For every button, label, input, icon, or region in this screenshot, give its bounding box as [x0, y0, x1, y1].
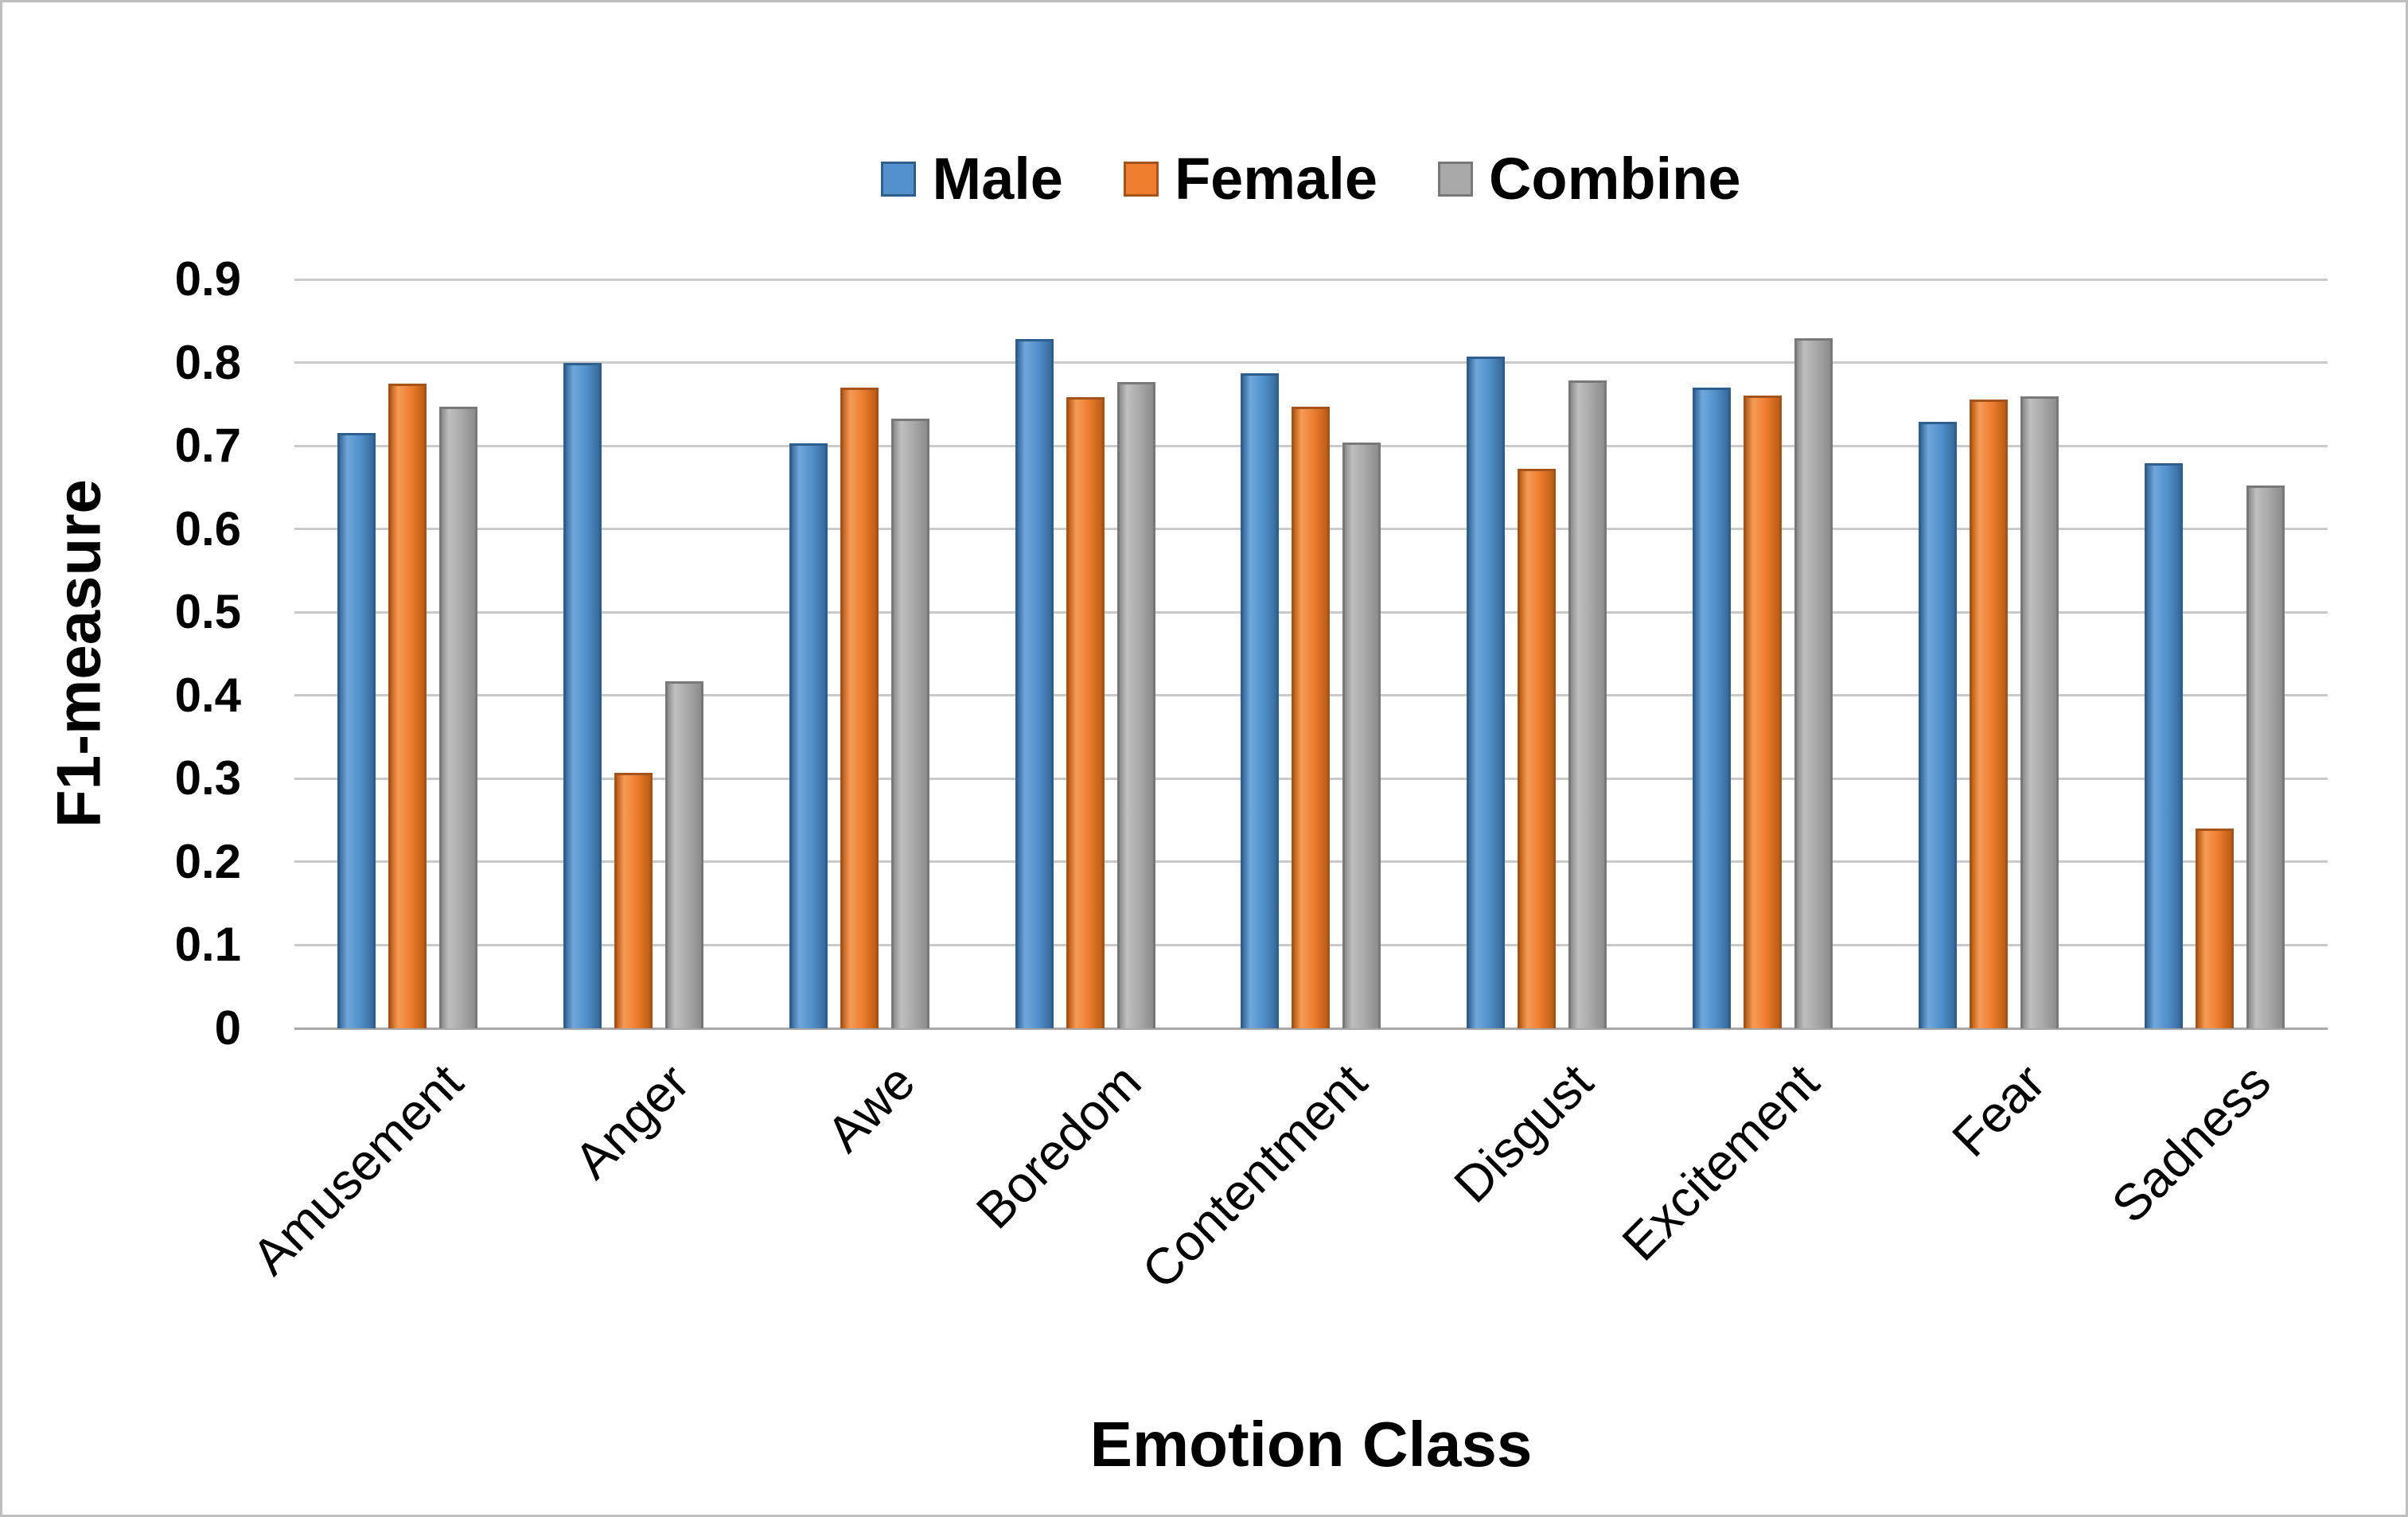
bar-combine-anger [664, 681, 703, 1028]
x-category-label-amusement: Amusement [241, 1052, 474, 1286]
bar-male-disgust [1467, 357, 1506, 1028]
y-tick-label: 0.8 [174, 335, 241, 389]
legend-item-female: Female [1123, 146, 1377, 212]
y-tick-label: 0.5 [174, 585, 241, 639]
bar-group-boredom [972, 279, 1198, 1028]
bar-combine-fear [2020, 396, 2059, 1028]
bar-combine-disgust [1568, 380, 1607, 1028]
y-tick-label: 0.2 [174, 834, 241, 888]
bar-male-fear [1919, 421, 1958, 1028]
legend-swatch-icon [1437, 162, 1473, 197]
x-category-label-sadness: Sadness [2100, 1052, 2281, 1234]
x-axis-title: Emotion Class [1089, 1409, 1533, 1480]
y-tick-label: 0.9 [174, 252, 241, 306]
bar-combine-excitement [1794, 338, 1833, 1028]
legend-label: Female [1174, 146, 1377, 212]
legend-label: Combine [1488, 146, 1741, 212]
bar-group-disgust [1424, 279, 1650, 1028]
bar-group-awe [746, 279, 972, 1028]
x-category-label-disgust: Disgust [1443, 1052, 1604, 1214]
legend-swatch-icon [881, 162, 917, 197]
bar-male-anger [563, 362, 602, 1028]
x-axis-line [294, 1027, 2328, 1030]
bar-group-sadness [2102, 279, 2328, 1028]
bar-male-excitement [1693, 387, 1732, 1028]
legend-swatch-icon [1123, 162, 1159, 197]
y-tick-label: 0.6 [174, 501, 241, 556]
gridline [294, 361, 2328, 365]
x-category-label-fear: Fear [1940, 1052, 2055, 1168]
bar-male-amusement [337, 433, 376, 1028]
y-tick-label: 0.1 [174, 918, 241, 972]
bar-female-anger [614, 773, 653, 1028]
y-tick-label: 0.4 [174, 668, 241, 722]
gridline [294, 278, 2328, 281]
legend-item-combine: Combine [1437, 146, 1741, 212]
bar-combine-boredom [1116, 381, 1155, 1028]
plot-area [294, 278, 2328, 1030]
bar-group-fear [1876, 279, 2102, 1028]
bar-female-excitement [1744, 396, 1783, 1028]
bar-combine-sadness [2246, 486, 2285, 1028]
bar-female-disgust [1518, 469, 1557, 1028]
y-tick-label: 0 [214, 1001, 241, 1055]
bar-group-contentment [1198, 279, 1424, 1028]
bar-female-sadness [2196, 829, 2235, 1028]
legend-item-male: Male [881, 150, 1063, 209]
bar-combine-amusement [438, 406, 477, 1028]
bar-combine-contentment [1342, 442, 1381, 1028]
bar-male-awe [789, 443, 828, 1028]
legend: Male Female Combine [294, 139, 2328, 219]
bar-female-awe [840, 387, 879, 1028]
bar-group-anger [520, 279, 746, 1028]
bar-female-fear [1970, 399, 2009, 1028]
bar-male-sadness [2145, 463, 2184, 1028]
bar-group-excitement [1650, 279, 1876, 1028]
y-tick-label: 0.7 [174, 419, 241, 473]
bar-female-contentment [1292, 406, 1331, 1028]
x-category-label-boredom: Boredom [964, 1052, 1152, 1240]
legend-label: Male [932, 146, 1063, 212]
x-category-label-excitement: Excitement [1611, 1052, 1830, 1272]
x-category-label-contentment: Contentment [1131, 1052, 1378, 1300]
x-category-label-awe: Awe [816, 1052, 926, 1164]
bar-female-amusement [388, 383, 427, 1028]
y-tick-label: 0.3 [174, 751, 241, 805]
bar-male-contentment [1241, 373, 1280, 1028]
bar-group-amusement [294, 279, 520, 1028]
bar-male-boredom [1015, 339, 1054, 1028]
bar-combine-awe [890, 418, 929, 1028]
bar-female-boredom [1066, 397, 1105, 1028]
x-category-label-anger: Anger [563, 1052, 700, 1190]
